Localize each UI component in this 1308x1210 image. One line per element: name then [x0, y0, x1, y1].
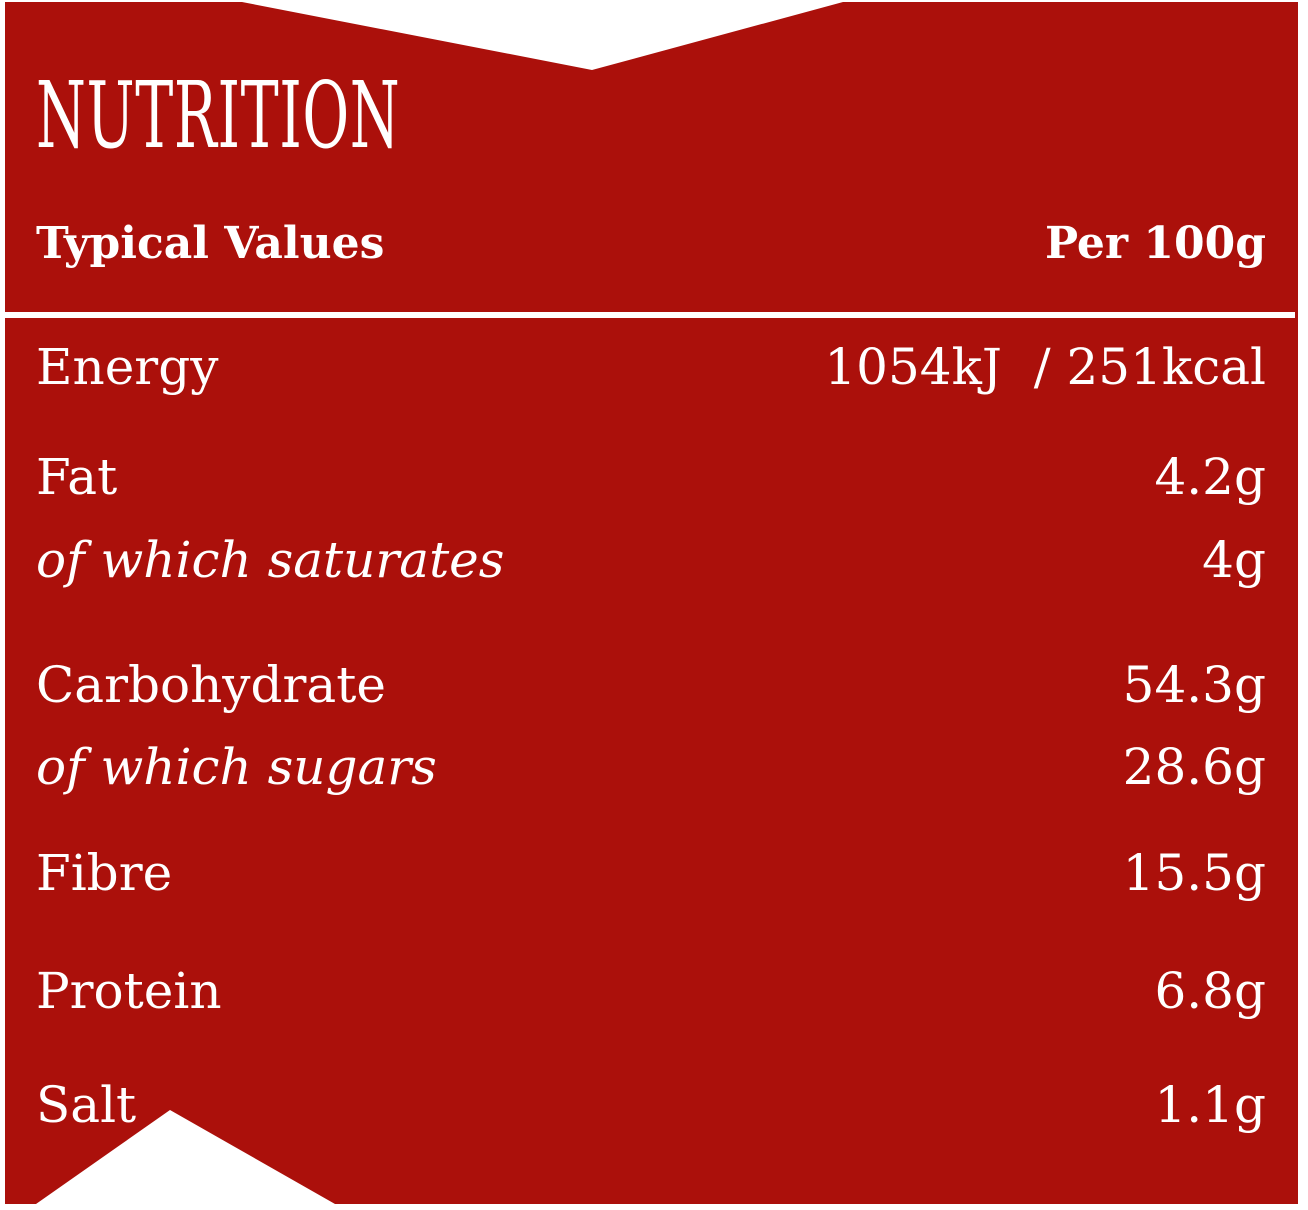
row-value-fat: 4.2g [1154, 448, 1266, 506]
row-value-carbohydrate: 54.3g [1122, 656, 1266, 714]
row-label-saturates: of which saturates [36, 531, 505, 589]
row-label-energy: Energy [36, 338, 219, 396]
row-value-saturates: 4g [1202, 531, 1266, 589]
row-value-salt: 1.1g [1154, 1076, 1266, 1134]
row-value-energy: 1054kJ / 251kcal [824, 338, 1266, 396]
panel-title: NUTRITION [36, 62, 401, 169]
row-label-salt: Salt [36, 1076, 137, 1134]
header-per-100g: Per 100g [1044, 218, 1266, 269]
row-label-carbohydrate: Carbohydrate [36, 656, 386, 714]
header-typical-values: Typical Values [36, 218, 385, 269]
row-label-fibre: Fibre [36, 844, 173, 902]
row-value-protein: 6.8g [1154, 962, 1266, 1020]
row-label-fat: Fat [36, 448, 118, 506]
row-value-sugars: 28.6g [1122, 738, 1266, 796]
row-label-protein: Protein [36, 962, 222, 1020]
row-value-fibre: 15.5g [1122, 844, 1266, 902]
header-divider [5, 312, 1295, 318]
row-label-sugars: of which sugars [36, 738, 437, 796]
